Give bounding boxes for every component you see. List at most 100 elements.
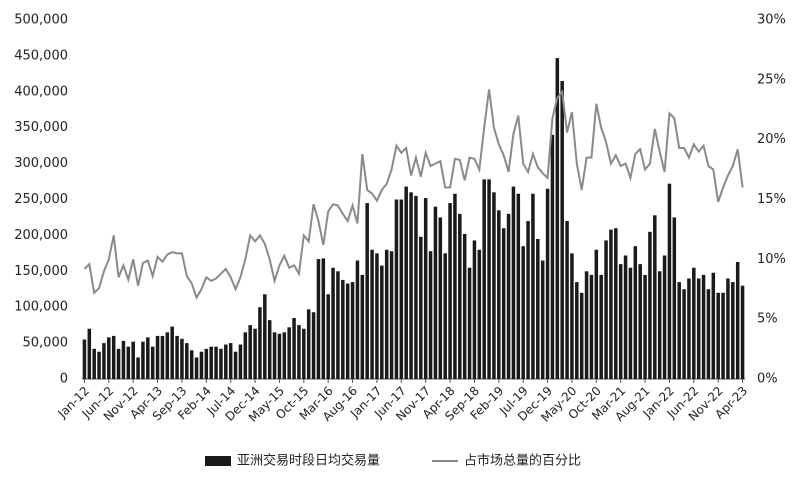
bar bbox=[604, 240, 608, 379]
bar bbox=[423, 198, 428, 379]
y-tick-label: 250,000 bbox=[14, 192, 68, 207]
bar bbox=[350, 282, 355, 379]
bar bbox=[345, 283, 350, 379]
bar bbox=[365, 203, 369, 379]
bar bbox=[633, 246, 638, 379]
bar bbox=[302, 328, 306, 379]
bar bbox=[467, 267, 472, 379]
y-tick-label: 500,000 bbox=[14, 13, 68, 28]
bar bbox=[102, 343, 106, 379]
bar bbox=[487, 179, 491, 379]
bar bbox=[194, 357, 199, 379]
y-tick-label: 300,000 bbox=[14, 156, 68, 171]
bar bbox=[253, 328, 257, 379]
bar bbox=[146, 337, 150, 379]
bar bbox=[565, 221, 569, 379]
bar bbox=[160, 335, 165, 379]
bar bbox=[394, 199, 399, 379]
y2-tick-label: 30% bbox=[757, 13, 786, 28]
bar bbox=[692, 267, 696, 379]
bar bbox=[263, 294, 267, 379]
y-tick-label: 0 bbox=[60, 372, 68, 387]
y2-tick-label: 0% bbox=[757, 372, 778, 387]
bar bbox=[404, 186, 408, 379]
bar bbox=[531, 193, 535, 379]
bar bbox=[399, 199, 404, 379]
bar bbox=[575, 282, 579, 379]
bar bbox=[219, 348, 223, 379]
bar bbox=[545, 188, 550, 379]
bar bbox=[701, 274, 706, 379]
y2-tick-label: 10% bbox=[757, 252, 786, 267]
bar bbox=[272, 332, 277, 379]
bar bbox=[711, 272, 716, 379]
bar bbox=[448, 203, 452, 379]
bar bbox=[282, 332, 287, 379]
bar bbox=[453, 193, 457, 379]
bar bbox=[150, 346, 155, 379]
y-tick-label: 450,000 bbox=[14, 48, 68, 63]
y2-tick-label: 5% bbox=[757, 312, 778, 327]
y2-tick-label: 25% bbox=[757, 72, 786, 87]
y2-tick-label: 20% bbox=[757, 132, 786, 147]
bar bbox=[306, 309, 311, 379]
bar bbox=[740, 285, 745, 379]
bar bbox=[477, 249, 482, 379]
bar bbox=[458, 213, 462, 379]
bar bbox=[643, 274, 647, 379]
bar bbox=[116, 348, 121, 379]
bar bbox=[82, 339, 87, 379]
bar bbox=[384, 249, 389, 379]
bar bbox=[233, 351, 238, 379]
y-tick-label: 400,000 bbox=[14, 84, 68, 99]
bar bbox=[614, 228, 618, 379]
bar bbox=[721, 292, 725, 379]
bar bbox=[433, 206, 438, 379]
bar bbox=[735, 261, 740, 379]
bar bbox=[238, 344, 243, 379]
bar bbox=[414, 195, 418, 379]
bar bbox=[331, 267, 335, 379]
bar bbox=[375, 253, 379, 379]
bar bbox=[526, 221, 530, 379]
bar bbox=[511, 186, 516, 379]
bar bbox=[716, 292, 720, 379]
bar bbox=[297, 325, 301, 379]
bar bbox=[570, 253, 574, 379]
bar bbox=[97, 351, 101, 379]
bar bbox=[389, 251, 394, 379]
bar bbox=[277, 333, 282, 379]
bar bbox=[672, 217, 677, 379]
line bbox=[83, 89, 744, 301]
bar bbox=[428, 251, 433, 379]
bar bbox=[521, 246, 525, 379]
bar bbox=[214, 346, 218, 379]
bar bbox=[687, 278, 691, 379]
legend-label: 占市场总量的百分比 bbox=[464, 453, 581, 469]
bar bbox=[292, 317, 296, 379]
y-tick-label: 200,000 bbox=[14, 228, 68, 243]
bar bbox=[706, 289, 711, 379]
bar bbox=[136, 357, 140, 379]
bar bbox=[170, 326, 174, 379]
bar bbox=[536, 238, 540, 379]
bar bbox=[189, 350, 194, 379]
bar bbox=[560, 81, 564, 379]
bar bbox=[228, 343, 233, 379]
bar bbox=[131, 341, 135, 379]
bar bbox=[180, 338, 184, 379]
bar bbox=[165, 332, 170, 379]
bar bbox=[516, 193, 521, 379]
bar bbox=[360, 274, 365, 379]
bar bbox=[648, 231, 652, 379]
bar bbox=[609, 229, 613, 379]
bar bbox=[438, 217, 443, 379]
bar bbox=[682, 289, 686, 379]
bar bbox=[326, 294, 330, 379]
bar bbox=[731, 282, 735, 379]
bar bbox=[657, 271, 662, 379]
bar bbox=[121, 340, 126, 379]
bar bbox=[482, 179, 486, 379]
bar bbox=[506, 213, 511, 379]
bar bbox=[492, 192, 496, 379]
